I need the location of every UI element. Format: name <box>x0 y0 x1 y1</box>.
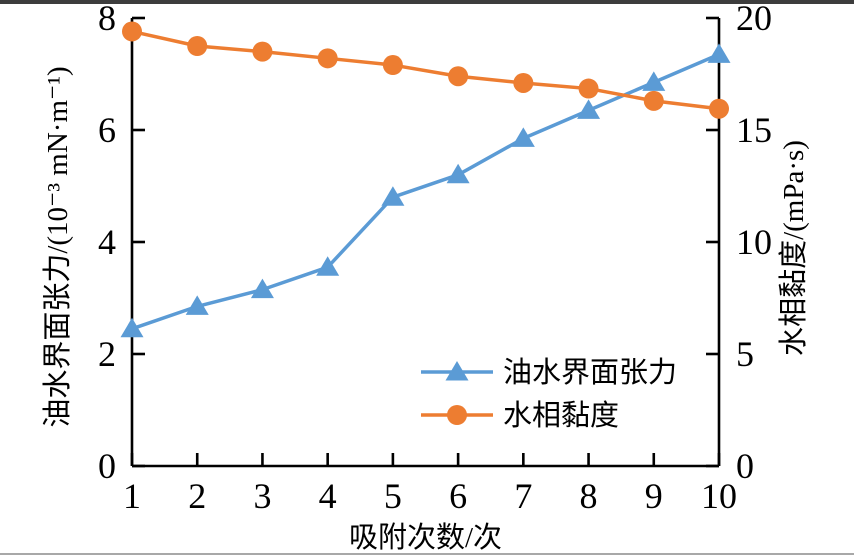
x-tick-label: 3 <box>253 476 271 516</box>
series-water-viscosity <box>122 21 729 119</box>
legend-label: 水相黏度 <box>503 399 619 432</box>
data-point-marker <box>446 163 470 184</box>
y-left-tick-label: 4 <box>98 222 116 262</box>
data-point-marker <box>250 278 274 299</box>
data-point-marker <box>513 72 534 93</box>
legend-item: 水相黏度 <box>421 399 619 432</box>
x-tick-label: 10 <box>701 476 737 516</box>
data-point-marker <box>709 98 729 119</box>
x-axis-title: 吸附次数/次 <box>349 521 502 554</box>
y-axis-right-ticks: 0 5 10 15 20 <box>706 0 772 486</box>
x-tick-label: 7 <box>514 476 532 516</box>
y-axis-left-title: 油水界面张力/(10⁻³ mN·m⁻¹) <box>41 66 74 427</box>
data-point-marker <box>448 66 469 87</box>
data-point-marker <box>185 295 209 315</box>
data-point-marker <box>577 99 601 119</box>
legend-marker <box>445 361 469 381</box>
x-tick-label: 8 <box>580 476 598 516</box>
y-right-tick-label: 10 <box>736 222 772 262</box>
y-right-tick-label: 20 <box>736 0 772 38</box>
y-right-tick-label: 15 <box>736 110 772 150</box>
data-point-marker <box>187 36 208 56</box>
data-point-marker <box>578 78 599 99</box>
data-point-marker <box>316 256 340 276</box>
data-point-marker <box>381 186 405 206</box>
y-left-tick-label: 6 <box>98 110 116 150</box>
data-point-marker <box>642 71 666 91</box>
axes <box>130 18 721 468</box>
y-right-tick-label: 0 <box>736 446 754 486</box>
data-point-marker <box>122 21 142 42</box>
x-tick-label: 9 <box>645 476 663 516</box>
top-divider-line <box>0 0 854 4</box>
x-tick-label: 6 <box>449 476 467 516</box>
y-axis-left-ticks: 0 2 4 6 8 <box>98 0 145 486</box>
legend-marker <box>447 405 467 425</box>
data-point-marker <box>382 55 403 76</box>
x-tick-label: 2 <box>188 476 206 516</box>
data-point-marker <box>511 127 535 147</box>
legend-item: 油水界面张力 <box>421 356 677 389</box>
y-left-tick-label: 2 <box>98 334 116 374</box>
series-line <box>131 29 720 111</box>
x-tick-label: 5 <box>384 476 402 516</box>
data-point-marker <box>252 41 273 62</box>
series-interfacial-tension <box>120 43 731 338</box>
data-point-marker <box>120 317 144 338</box>
x-tick-label: 1 <box>123 476 141 516</box>
bottom-divider-line <box>0 553 854 555</box>
data-point-marker <box>317 48 338 69</box>
y-axis-right-title: 水相黏度/(mPa·s) <box>777 140 810 356</box>
x-tick-label: 4 <box>319 476 337 516</box>
data-point-marker <box>643 90 664 111</box>
y-left-tick-label: 0 <box>98 446 116 486</box>
legend-label: 油水界面张力 <box>503 356 677 389</box>
x-axis-ticks: 1 2 3 4 5 6 7 8 9 10 <box>123 453 737 516</box>
y-left-tick-label: 8 <box>98 0 116 38</box>
data-point-marker <box>707 43 731 63</box>
y-right-tick-label: 5 <box>736 334 754 374</box>
